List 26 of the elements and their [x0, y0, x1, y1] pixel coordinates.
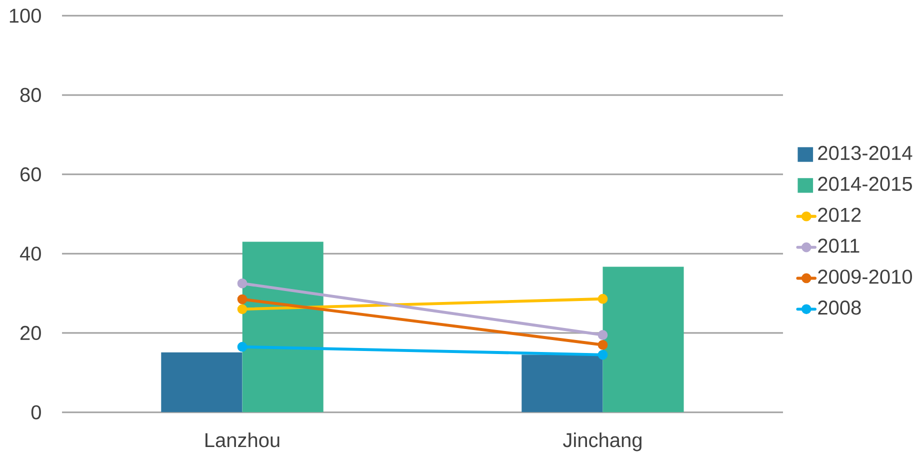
x-tick-label: Lanzhou — [206, 432, 280, 448]
bar — [602, 266, 684, 412]
point — [237, 304, 248, 314]
bar — [522, 354, 603, 412]
y-tick-label: 80 — [20, 88, 41, 102]
y-tick-label: 0 — [31, 405, 41, 420]
point — [598, 294, 608, 304]
x-tick-label: Jinchang — [563, 432, 642, 452]
legend-label: 2012 — [818, 208, 861, 222]
legend-label: 2009-2010 — [818, 270, 912, 284]
point — [598, 350, 608, 360]
legend-label: 2014-2015 — [818, 176, 912, 191]
bar — [161, 352, 242, 412]
point — [237, 294, 248, 304]
legend-label: 2008 — [818, 300, 861, 315]
point — [237, 278, 248, 288]
point — [598, 330, 608, 340]
y-tick-label: 40 — [20, 246, 41, 261]
legend-label: 2011 — [818, 238, 860, 253]
legend-label: 2013-2014 — [818, 146, 912, 160]
y-tick-label: 20 — [20, 326, 41, 340]
y-tick-label: 100 — [10, 8, 41, 23]
point — [237, 342, 248, 352]
y-tick-label: 60 — [20, 167, 41, 182]
point — [598, 340, 608, 350]
bar — [242, 242, 324, 412]
